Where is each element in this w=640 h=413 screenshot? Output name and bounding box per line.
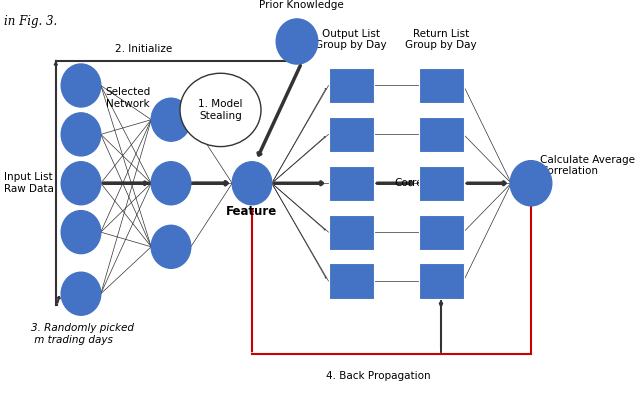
Bar bbox=[419, 117, 463, 152]
Circle shape bbox=[151, 98, 191, 141]
Text: in Fig. 3.: in Fig. 3. bbox=[4, 15, 58, 28]
Circle shape bbox=[61, 162, 101, 205]
Text: 4. Back Propagation: 4. Back Propagation bbox=[326, 371, 430, 381]
Circle shape bbox=[61, 211, 101, 254]
Bar bbox=[328, 68, 374, 103]
Text: Feature: Feature bbox=[227, 205, 278, 218]
Circle shape bbox=[510, 161, 552, 206]
Circle shape bbox=[61, 272, 101, 315]
Bar bbox=[419, 166, 463, 201]
Bar bbox=[419, 263, 463, 299]
Bar bbox=[419, 214, 463, 250]
Circle shape bbox=[276, 19, 318, 64]
Bar bbox=[328, 263, 374, 299]
Circle shape bbox=[151, 225, 191, 268]
Text: 2. Initialize: 2. Initialize bbox=[115, 44, 173, 55]
Bar bbox=[328, 166, 374, 201]
Text: Correlation: Correlation bbox=[394, 178, 452, 188]
Circle shape bbox=[61, 113, 101, 156]
Circle shape bbox=[61, 64, 101, 107]
Bar bbox=[419, 68, 463, 103]
Text: Output List
Group by Day: Output List Group by Day bbox=[315, 28, 387, 50]
Text: Input List
Raw Data: Input List Raw Data bbox=[4, 173, 54, 194]
Text: Prior Knowledge: Prior Knowledge bbox=[259, 0, 344, 10]
Text: Calculate Average
Correlation: Calculate Average Correlation bbox=[540, 155, 635, 176]
Ellipse shape bbox=[180, 73, 261, 147]
Text: Selected
Network: Selected Network bbox=[105, 88, 150, 109]
Text: 3. Randomly picked
 m trading days: 3. Randomly picked m trading days bbox=[31, 323, 134, 345]
Text: 1. Model
Stealing: 1. Model Stealing bbox=[198, 99, 243, 121]
Circle shape bbox=[151, 162, 191, 205]
Text: Return List
Group by Day: Return List Group by Day bbox=[405, 28, 477, 50]
Bar bbox=[328, 214, 374, 250]
Circle shape bbox=[232, 162, 272, 205]
Bar bbox=[328, 117, 374, 152]
